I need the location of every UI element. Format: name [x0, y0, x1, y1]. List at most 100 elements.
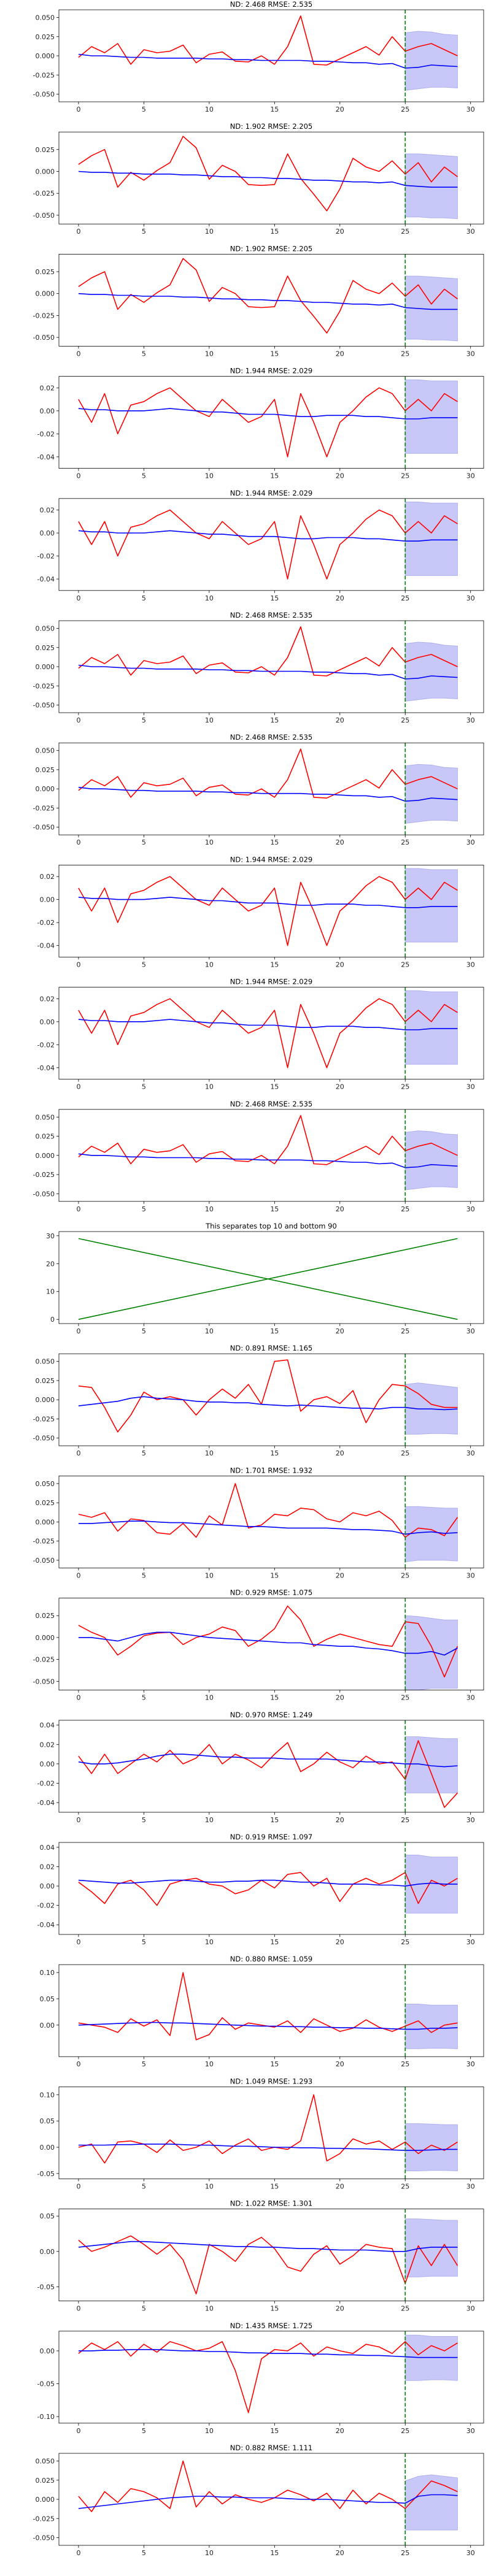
- plot-area: [78, 865, 458, 957]
- series-line-1: [78, 1238, 458, 1320]
- y-tick-label: 0.025: [36, 766, 55, 774]
- y-tick-label: 0.000: [36, 1634, 55, 1642]
- y-tick-label: -0.02: [37, 1902, 55, 1910]
- x-tick-label: 10: [205, 716, 214, 724]
- x-tick-label: 15: [270, 594, 279, 602]
- series-line-1: [78, 53, 458, 69]
- confidence-band: [404, 1130, 458, 1190]
- y-tick-label: -0.05: [37, 2170, 55, 2178]
- y-tick-label: 0.000: [36, 2496, 55, 2504]
- y-tick-label: 0.00: [40, 2022, 55, 2030]
- y-tick-label: -0.025: [33, 682, 55, 690]
- y-tick-label: -0.025: [33, 312, 55, 320]
- y-tick-label: 0.050: [36, 625, 55, 633]
- x-tick-label: 0: [76, 716, 80, 724]
- subplot-title: ND: 1.022 RMSE: 1.301: [230, 2199, 313, 2208]
- x-tick-label: 10: [205, 838, 214, 846]
- x-tick-label: 30: [466, 1205, 475, 1213]
- x-tick-label: 5: [142, 2060, 146, 2068]
- subplot-title: ND: 1.049 RMSE: 1.293: [230, 2077, 313, 2085]
- x-tick-label: 0: [76, 838, 80, 846]
- series-line-1: [78, 2494, 458, 2509]
- y-tick-label: 0.025: [36, 2477, 55, 2485]
- x-tick-label: 20: [336, 1938, 344, 1946]
- x-tick-label: 5: [142, 472, 146, 480]
- x-tick-label: 0: [76, 2060, 80, 2068]
- x-tick-label: 5: [142, 1083, 146, 1091]
- plot-area: [78, 498, 458, 591]
- y-tick-label: 0.00: [40, 2347, 55, 2355]
- series-line-1: [78, 2349, 458, 2358]
- subplot-title: ND: 1.944 RMSE: 2.029: [230, 489, 313, 497]
- y-tick-label: 0.05: [40, 2212, 55, 2220]
- x-tick-label: 25: [401, 716, 409, 724]
- y-tick-label: 0.10: [40, 1969, 55, 1977]
- x-tick-label: 30: [466, 2549, 475, 2557]
- x-tick-label: 25: [401, 1571, 409, 1579]
- subplot-title: ND: 1.944 RMSE: 2.029: [230, 978, 313, 986]
- subplot-13: ND: 0.929 RMSE: 1.075 0 5 10 15 20 25 30 0.025 0.…: [33, 1589, 484, 1702]
- x-tick-label: 10: [205, 472, 214, 480]
- y-tick-label: -0.025: [33, 1538, 55, 1546]
- series-line-0: [78, 1359, 458, 1433]
- x-tick-label: 25: [401, 838, 409, 846]
- x-tick-label: 15: [270, 350, 279, 358]
- plot-area: [78, 1842, 458, 1934]
- x-tick-label: 10: [205, 105, 214, 113]
- y-tick-label: -0.02: [37, 430, 55, 438]
- x-tick-label: 25: [401, 2549, 409, 2557]
- x-tick-label: 30: [466, 350, 475, 358]
- y-tick-label: 0.00: [40, 2144, 55, 2152]
- y-tick-label: 0.00: [40, 1018, 55, 1026]
- confidence-band: [404, 2218, 458, 2277]
- series-line-0: [78, 1605, 458, 1677]
- axes-frame: [58, 1842, 484, 1935]
- y-tick-label: 0.05: [40, 1995, 55, 2003]
- confidence-band: [404, 1506, 458, 1562]
- axes-frame: [58, 376, 484, 469]
- plot-area: [78, 1598, 458, 1690]
- series-line-1: [78, 2022, 458, 2030]
- x-tick-label: 20: [336, 960, 344, 968]
- series-line-0: [78, 509, 458, 580]
- axes-frame: [58, 2209, 484, 2302]
- series-line-0: [78, 998, 458, 1068]
- subplot-5: ND: 2.468 RMSE: 2.535 0 5 10 15 20 25 30 0.050 0.…: [33, 611, 484, 724]
- x-tick-label: 15: [270, 2549, 279, 2557]
- series-line-1: [78, 1520, 458, 1535]
- x-tick-label: 20: [336, 1205, 344, 1213]
- series-line-1: [78, 530, 458, 542]
- x-tick-label: 25: [401, 1327, 409, 1335]
- confidence-band: [404, 1736, 458, 1793]
- x-tick-label: 30: [466, 838, 475, 846]
- confidence-band: [404, 1855, 458, 1914]
- y-tick-label: -0.050: [33, 334, 55, 342]
- y-tick-label: 20: [46, 1260, 55, 1268]
- x-tick-label: 0: [76, 1083, 80, 1091]
- y-tick-label: 0.000: [36, 290, 55, 298]
- x-tick-label: 5: [142, 1327, 146, 1335]
- x-tick-label: 10: [205, 1938, 214, 1946]
- x-tick-label: 30: [466, 472, 475, 480]
- x-tick-label: 10: [205, 2305, 214, 2313]
- x-tick-label: 30: [466, 105, 475, 113]
- confidence-band: [404, 501, 458, 576]
- x-tick-label: 5: [142, 594, 146, 602]
- y-tick-label: -0.02: [37, 1041, 55, 1049]
- y-tick-label: -0.050: [33, 1557, 55, 1565]
- x-tick-label: 25: [401, 2427, 409, 2435]
- series-line-0: [78, 258, 458, 334]
- series-line-1: [78, 171, 458, 188]
- y-tick-label: -0.04: [37, 575, 55, 583]
- confidence-band: [404, 2474, 458, 2531]
- x-tick-label: 15: [270, 2427, 279, 2435]
- x-tick-label: 20: [336, 1449, 344, 1457]
- series-line-0: [78, 1972, 458, 2041]
- y-tick-label: 0.025: [36, 1499, 55, 1507]
- x-tick-label: 25: [401, 1205, 409, 1213]
- series-line-1: [78, 1879, 458, 1887]
- subplot-1: ND: 1.902 RMSE: 2.205 0 5 10 15 20 25 30 0.025 0.…: [33, 122, 484, 236]
- x-tick-label: 15: [270, 2060, 279, 2068]
- series-line-0: [78, 387, 458, 458]
- axes-frame: [58, 131, 484, 224]
